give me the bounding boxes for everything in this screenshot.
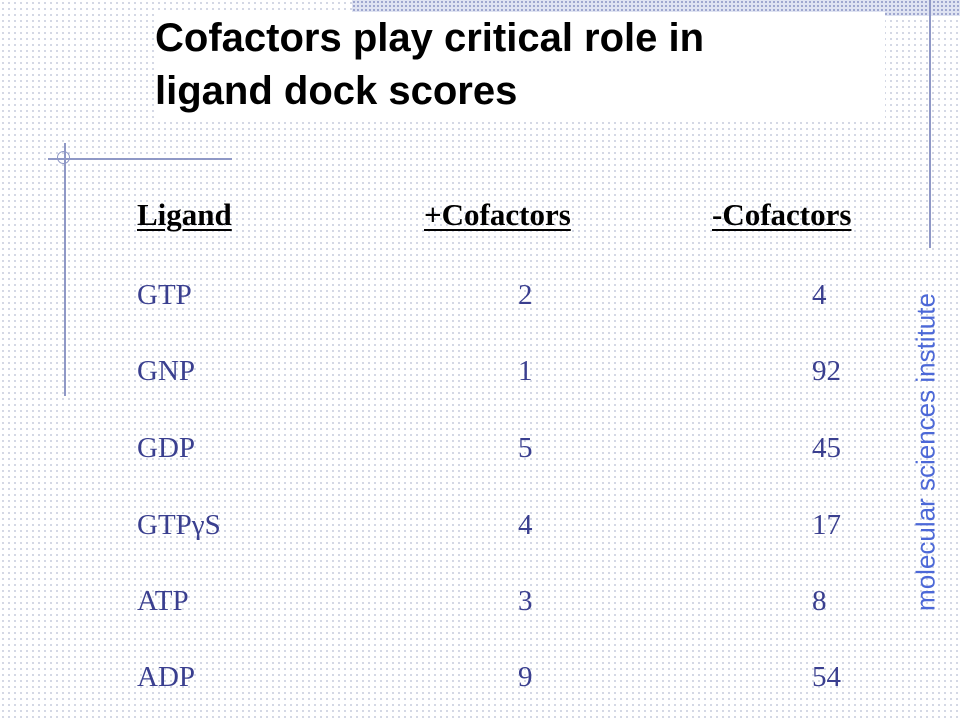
table-row-ligand: GDP [137, 432, 196, 464]
table-row-plus-value: 9 [518, 661, 533, 693]
table-row-plus-value: 3 [518, 585, 533, 617]
header-minus-cofactors: -Cofactors [712, 197, 852, 232]
slide-title-line-2: ligand dock scores [155, 69, 518, 113]
corner-circle-ornament [57, 151, 70, 164]
table-row-minus-value: 4 [812, 279, 827, 311]
header-plus-cofactors: +Cofactors [424, 197, 571, 232]
table-row-ligand: ATP [137, 585, 189, 617]
table-row-ligand: GNP [137, 355, 196, 387]
table-row-ligand: GTP [137, 279, 192, 311]
right-divider-line [929, 0, 931, 248]
table-row-plus-value: 1 [518, 355, 533, 387]
table-row-ligand: GTPγS [137, 509, 221, 541]
table-row-minus-value: 54 [812, 661, 841, 693]
header-ligand: Ligand [137, 197, 232, 232]
slide-title: Cofactors play critical role in ligand d… [155, 12, 885, 118]
table-row-plus-value: 4 [518, 509, 533, 541]
slide-title-line-1: Cofactors play critical role in [155, 16, 705, 60]
table-row-minus-value: 45 [812, 432, 841, 464]
table-row-minus-value: 17 [812, 509, 841, 541]
left-vertical-line [64, 143, 66, 396]
table-row-plus-value: 5 [518, 432, 533, 464]
table-row-minus-value: 8 [812, 585, 827, 617]
table-row-minus-value: 92 [812, 355, 841, 387]
institute-vertical-label: molecular sciences institute [910, 293, 941, 611]
table-row-plus-value: 2 [518, 279, 533, 311]
left-horizontal-line [48, 158, 232, 160]
table-row-ligand: ADP [137, 661, 196, 693]
